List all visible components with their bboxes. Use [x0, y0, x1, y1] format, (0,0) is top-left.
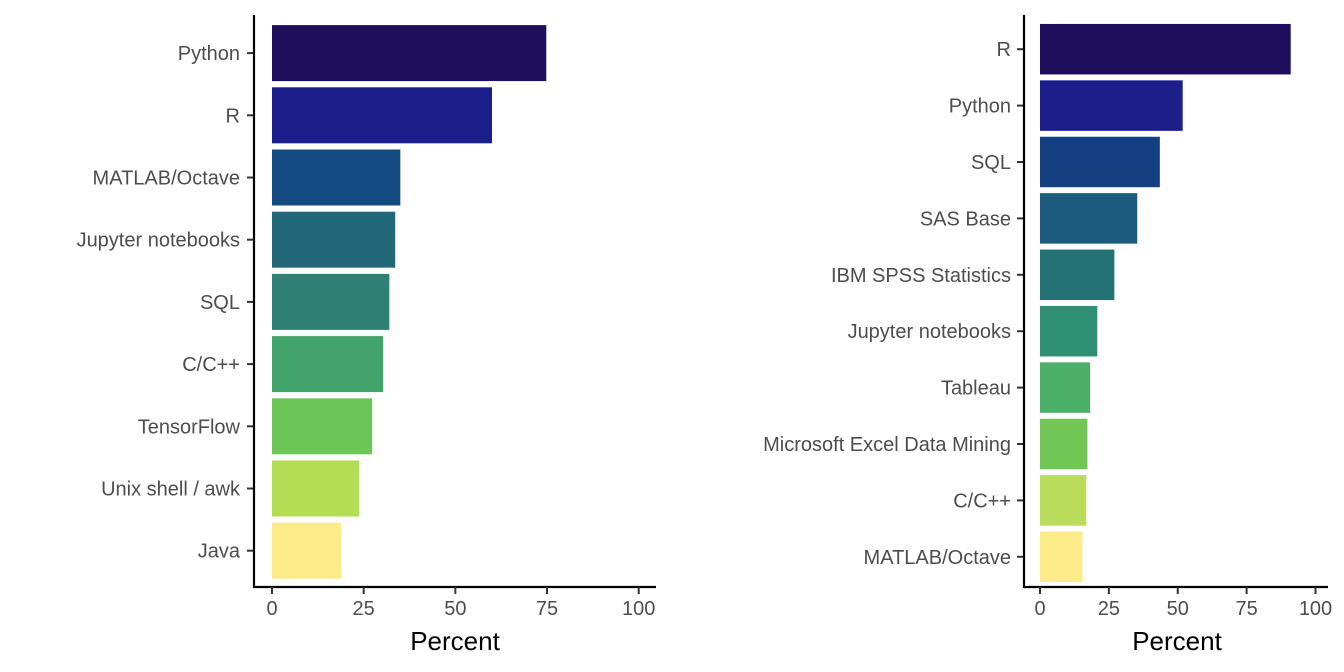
x-tick-label: 75	[536, 598, 558, 620]
x-tick-label: 50	[444, 598, 466, 620]
x-tick-label: 0	[266, 598, 277, 620]
y-tick-label: C/C++	[953, 490, 1011, 512]
y-tick-label: MATLAB/Octave	[864, 547, 1011, 569]
y-tick-label: SAS Base	[920, 208, 1011, 230]
y-tick-label: Java	[198, 541, 241, 563]
bar-java	[272, 522, 342, 579]
bar-c-c	[272, 336, 384, 393]
bar-matlab-octave	[272, 149, 401, 206]
x-tick-label: 75	[1236, 598, 1258, 620]
y-tick-label: Jupyter notebooks	[848, 321, 1011, 343]
x-tick-label: 100	[1299, 598, 1332, 620]
y-tick-label: Python	[949, 96, 1011, 118]
bar-python	[272, 25, 547, 82]
y-tick-label: TensorFlow	[138, 416, 241, 438]
bar-matlab-octave	[1040, 531, 1083, 583]
y-tick-label: R	[997, 39, 1011, 61]
y-tick-label: R	[226, 105, 240, 127]
x-tick-label: 100	[622, 598, 655, 620]
y-tick-label: Unix shell / awk	[101, 479, 241, 501]
y-tick-label: IBM SPSS Statistics	[831, 265, 1011, 287]
x-tick-label: 0	[1034, 598, 1045, 620]
x-tick-label: 25	[353, 598, 375, 620]
y-tick-label: C/C++	[182, 354, 240, 376]
y-tick-label: Jupyter notebooks	[77, 230, 240, 252]
bar-sql	[1040, 136, 1160, 188]
y-tick-label: Python	[178, 43, 240, 65]
y-tick-label: MATLAB/Octave	[93, 168, 240, 190]
bar-tensorflow	[272, 398, 373, 455]
bar-tableau	[1040, 362, 1091, 413]
y-tick-label: SQL	[200, 292, 240, 314]
bar-ibm-spss-statistics	[1040, 249, 1115, 301]
bar-sas-base	[1040, 193, 1138, 244]
bar-jupyter-notebooks	[1040, 305, 1098, 357]
bar-r	[1040, 23, 1291, 75]
bar-jupyter-notebooks	[272, 211, 396, 268]
chart-panel-right: R Python SQL SAS Base IBM SPSS Statistics Jup…	[763, 15, 1332, 656]
bar-python	[1040, 80, 1183, 131]
bar-c-c	[1040, 475, 1087, 526]
y-tick-label: Microsoft Excel Data Mining	[763, 434, 1011, 456]
chart-panel-left: Python R MATLAB/Octave Jupyter notebooks SQL…	[77, 15, 656, 656]
x-axis-title: Percent	[410, 626, 500, 656]
bar-microsoft-excel-data-mining	[1040, 418, 1088, 470]
y-tick-label: Tableau	[941, 378, 1011, 400]
x-axis-title: Percent	[1132, 626, 1222, 656]
x-tick-label: 25	[1098, 598, 1120, 620]
x-tick-label: 50	[1167, 598, 1189, 620]
bar-sql	[272, 273, 390, 330]
bar-r	[272, 87, 493, 144]
y-tick-label: SQL	[971, 152, 1011, 174]
bar-unix-shell-awk	[272, 460, 360, 517]
